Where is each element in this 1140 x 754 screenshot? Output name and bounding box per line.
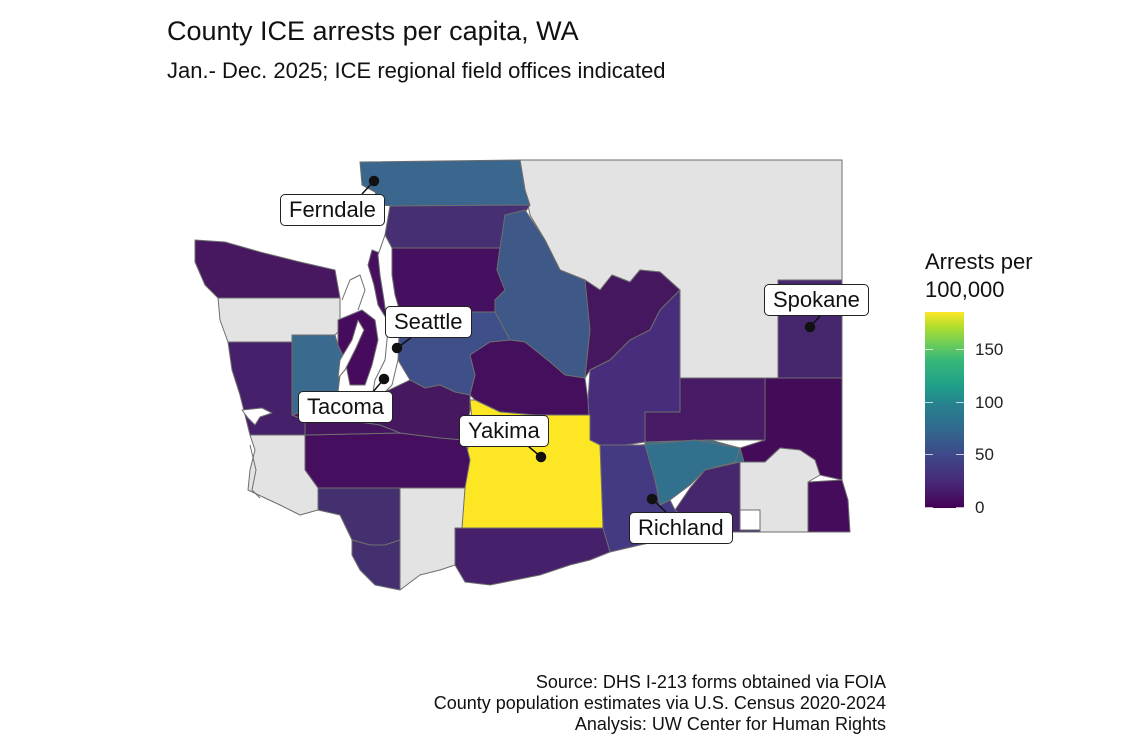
marker-richland	[646, 493, 658, 505]
county-skamania	[399, 487, 466, 591]
office-label-richland: Richland	[629, 512, 733, 544]
county-clallam	[194, 239, 341, 299]
marker-ferndale	[368, 175, 380, 187]
county-columbia-garfield	[739, 447, 821, 533]
source-caption: Source: DHS I-213 forms obtained via FOI…	[434, 672, 886, 735]
office-label-tacoma: Tacoma	[298, 391, 394, 423]
marker-yakima	[535, 451, 547, 463]
legend-tick-label: 0	[975, 498, 985, 517]
marker-seattle	[391, 342, 403, 354]
caption-line-analysis: Analysis: UW Center for Human Rights	[574, 714, 886, 734]
caption-line-population: County population estimates via U.S. Cen…	[433, 693, 886, 713]
caption-line-source: Source: DHS I-213 forms obtained via FOI…	[535, 672, 886, 692]
county-asotin	[807, 479, 851, 533]
county-klickitat	[454, 527, 611, 586]
legend-tick-label: 50	[975, 445, 994, 464]
county-snohomish	[391, 247, 506, 313]
legend-title-line2: 100,000	[925, 277, 1005, 302]
office-label-ferndale: Ferndale	[280, 194, 385, 226]
office-label-yakima: Yakima	[459, 415, 549, 447]
color-legend: Arrests per 100,000 150 100 50 0	[925, 248, 1033, 517]
legend-tick-label: 150	[975, 340, 1004, 359]
legend-title-line1: Arrests per	[925, 249, 1033, 274]
marker-spokane	[804, 321, 816, 333]
office-label-seattle: Seattle	[385, 306, 472, 338]
county-clark	[351, 539, 401, 591]
legend-colorbar: 150 100 50 0	[925, 312, 1003, 517]
county-lewis	[304, 432, 471, 489]
marker-tacoma	[378, 373, 390, 385]
legend-tick-label: 100	[975, 393, 1004, 412]
county-jefferson	[217, 297, 341, 343]
county-cowlitz	[317, 487, 401, 546]
county-kitsap	[337, 309, 379, 386]
chart-title: County ICE arrests per capita, WA	[167, 16, 579, 46]
county-whatcom	[359, 159, 531, 207]
county-pacific	[247, 434, 319, 516]
office-markers	[361, 175, 821, 513]
office-label-spokane: Spokane	[764, 284, 869, 316]
chart-subtitle: Jan.- Dec. 2025; ICE regional field offi…	[167, 58, 666, 83]
